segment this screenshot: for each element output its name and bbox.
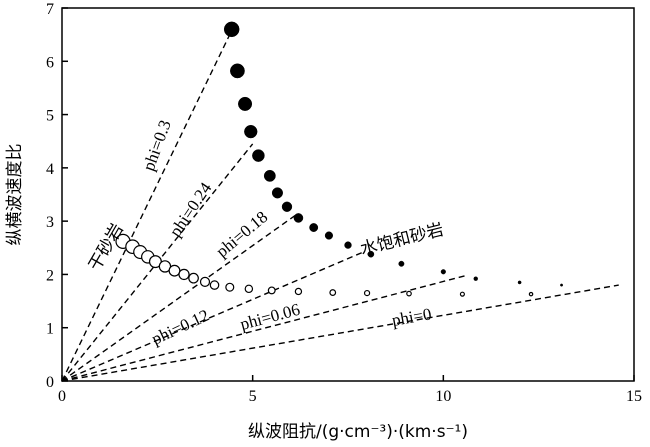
wet-point (560, 283, 564, 287)
y-tick-label: 0 (46, 374, 54, 391)
phi-lines (61, 26, 619, 382)
axes (61, 7, 635, 382)
dry-sandstone-series (115, 233, 534, 297)
x-tick-label: 5 (249, 388, 257, 405)
dry-point (528, 291, 534, 297)
wet-point (440, 269, 446, 275)
y-tick-label: 1 (46, 321, 54, 338)
phi-line-3 (61, 251, 364, 382)
x-tick-label: 0 (58, 388, 66, 405)
wet-sandstone-series (223, 21, 564, 287)
wet-point (293, 213, 304, 223)
wet-point (344, 241, 352, 249)
dry-point (329, 289, 337, 296)
phi-line-0 (61, 26, 235, 382)
y-tick-label: 3 (46, 214, 54, 231)
dry-point (199, 276, 211, 287)
x-tick-label: 15 (626, 388, 642, 405)
wet-point (223, 21, 240, 38)
wet-point (263, 169, 276, 182)
dry-point (188, 272, 199, 284)
dry-point (178, 268, 190, 281)
dry-point (406, 290, 412, 297)
wet-point (398, 260, 405, 267)
wet-point (473, 276, 478, 281)
dry-point (168, 264, 181, 277)
y-tick-label: 5 (46, 108, 54, 125)
phi-label-5: phi=0 (390, 304, 433, 330)
wet-point (367, 250, 375, 258)
dry-point (267, 286, 276, 295)
y-tick-label: 2 (46, 267, 54, 284)
wet-point (309, 223, 319, 232)
y-axis-title: 纵横波速度比 (5, 144, 25, 246)
dry-point (363, 289, 371, 297)
phi-line-2 (61, 212, 299, 382)
dry-point (225, 282, 235, 292)
phi-line-4 (61, 274, 467, 382)
dry-point (459, 291, 465, 297)
phi-label-3: phi=0.12 (149, 306, 212, 349)
plot-frame (61, 7, 635, 382)
wet-point (517, 280, 522, 285)
wet-point (238, 96, 253, 111)
dry-point (294, 287, 303, 296)
y-tick-label: 4 (46, 161, 54, 178)
x-axis-title: 纵波阻抗/(g·cm⁻³)·(km·s⁻¹) (248, 422, 468, 442)
x-tick-label: 10 (435, 388, 451, 405)
wet-point (252, 149, 265, 162)
phi-line-5 (61, 284, 619, 382)
wet-point (244, 124, 258, 139)
dry-point (209, 280, 220, 290)
wet-point (324, 231, 333, 240)
ticks: 0 1 2 3 4 5 6 7 0 5 10 15 (46, 1, 642, 405)
wet-sandstone-label: 水饱和砂岩 (358, 220, 445, 260)
wet-point (230, 63, 245, 79)
y-tick-label: 7 (46, 1, 54, 18)
wet-point (281, 201, 293, 212)
dry-point (244, 284, 254, 294)
phi-label-0: phi=0.3 (139, 117, 175, 173)
phi-label-4: phi=0.06 (238, 300, 302, 334)
y-tick-label: 6 (46, 54, 54, 71)
wet-point (271, 187, 283, 199)
phi-label-1: phi=0.24 (166, 179, 216, 241)
